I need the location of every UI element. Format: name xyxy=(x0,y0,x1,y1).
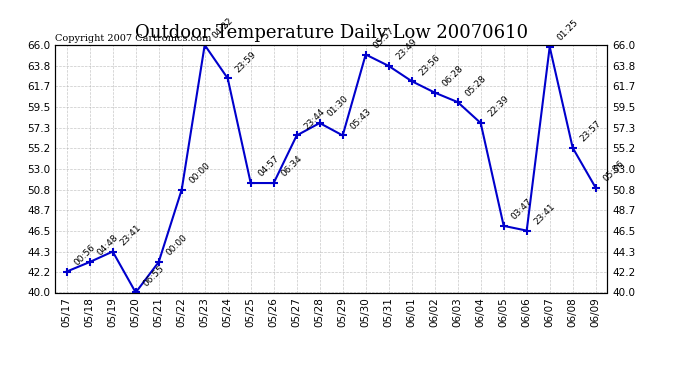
Text: 05:28: 05:28 xyxy=(463,74,488,98)
Text: 23:44: 23:44 xyxy=(302,107,326,131)
Text: 06:28: 06:28 xyxy=(440,64,465,88)
Text: 23:49: 23:49 xyxy=(394,37,419,62)
Text: 05:06: 05:06 xyxy=(601,159,626,184)
Text: 00:56: 00:56 xyxy=(72,243,97,267)
Text: 03:47: 03:47 xyxy=(509,197,534,222)
Text: 00:00: 00:00 xyxy=(164,233,189,258)
Text: 04:57: 04:57 xyxy=(256,154,281,179)
Text: 23:57: 23:57 xyxy=(578,119,603,144)
Text: 01:25: 01:25 xyxy=(555,18,580,43)
Text: 23:56: 23:56 xyxy=(417,53,442,77)
Text: 06:34: 06:34 xyxy=(279,154,304,179)
Text: 05:43: 05:43 xyxy=(348,107,373,131)
Text: 23:41: 23:41 xyxy=(118,223,143,248)
Text: 04:22: 04:22 xyxy=(210,16,235,41)
Text: 05:57: 05:57 xyxy=(371,26,396,50)
Text: 23:59: 23:59 xyxy=(233,50,258,74)
Title: Outdoor Temperature Daily Low 20070610: Outdoor Temperature Daily Low 20070610 xyxy=(135,24,528,42)
Text: 00:00: 00:00 xyxy=(187,161,212,186)
Text: 06:55: 06:55 xyxy=(141,264,166,288)
Text: 04:48: 04:48 xyxy=(95,233,120,258)
Text: 23:41: 23:41 xyxy=(532,202,557,226)
Text: Copyright 2007 Cartronics.com: Copyright 2007 Cartronics.com xyxy=(55,33,212,42)
Text: 22:39: 22:39 xyxy=(486,94,511,119)
Text: 01:30: 01:30 xyxy=(325,94,350,119)
